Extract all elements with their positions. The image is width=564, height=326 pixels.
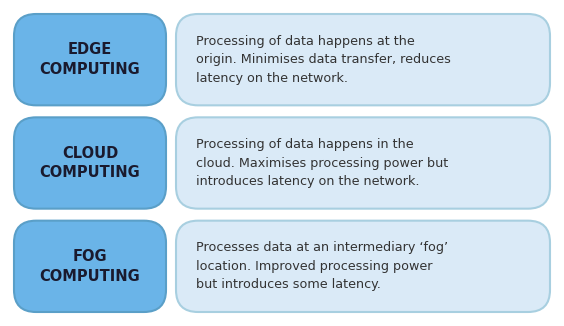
FancyBboxPatch shape [176, 221, 550, 312]
Text: Processes data at an intermediary ‘fog’
location. Improved processing power
but : Processes data at an intermediary ‘fog’ … [196, 241, 448, 291]
Text: Processing of data happens in the
cloud. Maximises processing power but
introduc: Processing of data happens in the cloud.… [196, 138, 448, 188]
FancyBboxPatch shape [176, 117, 550, 209]
FancyBboxPatch shape [14, 14, 166, 105]
Text: EDGE
COMPUTING: EDGE COMPUTING [39, 42, 140, 77]
FancyBboxPatch shape [14, 117, 166, 209]
Text: CLOUD
COMPUTING: CLOUD COMPUTING [39, 146, 140, 180]
Text: Processing of data happens at the
origin. Minimises data transfer, reduces
laten: Processing of data happens at the origin… [196, 35, 451, 85]
FancyBboxPatch shape [176, 14, 550, 105]
FancyBboxPatch shape [14, 221, 166, 312]
Text: FOG
COMPUTING: FOG COMPUTING [39, 249, 140, 284]
